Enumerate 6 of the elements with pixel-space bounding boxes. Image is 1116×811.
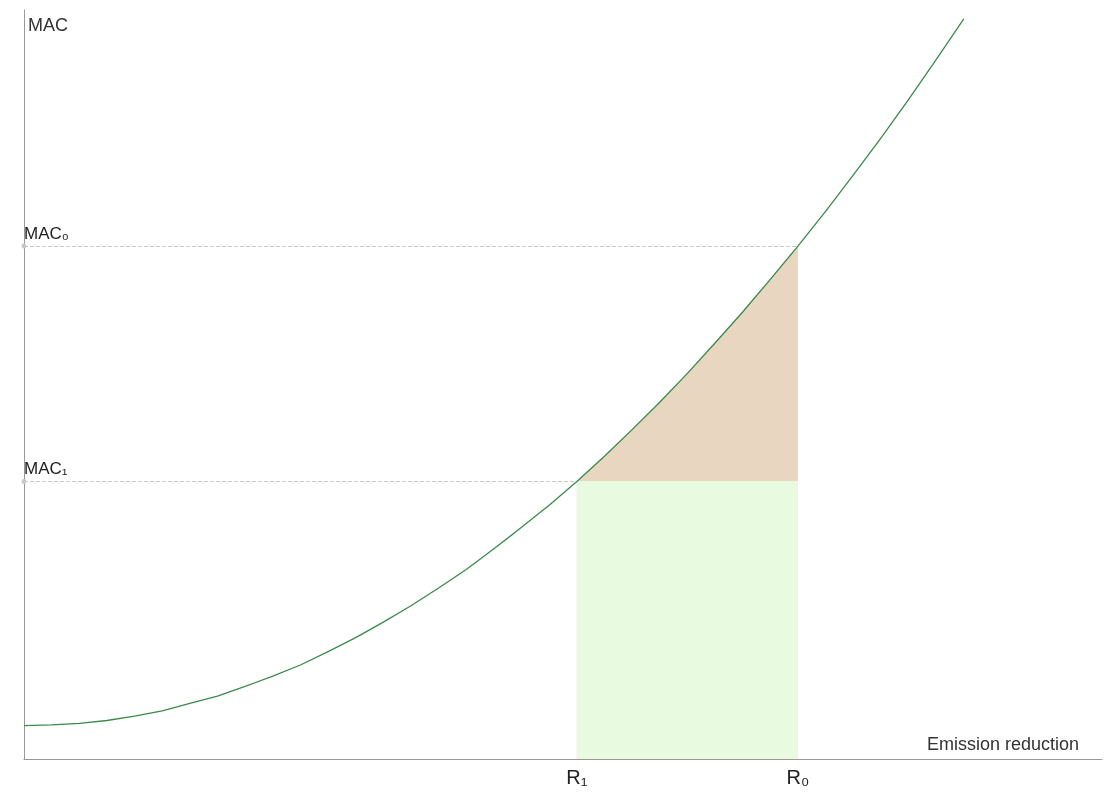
ref-line-label: MAC₁ [24, 459, 68, 479]
x-axis-title: Emission reduction [927, 734, 1080, 754]
x-tick-label: R₀ [786, 766, 810, 788]
ref-line-label: MAC₀ [24, 224, 69, 244]
y-axis-title: MAC [28, 15, 68, 35]
x-tick-label: R₁ [566, 766, 588, 788]
